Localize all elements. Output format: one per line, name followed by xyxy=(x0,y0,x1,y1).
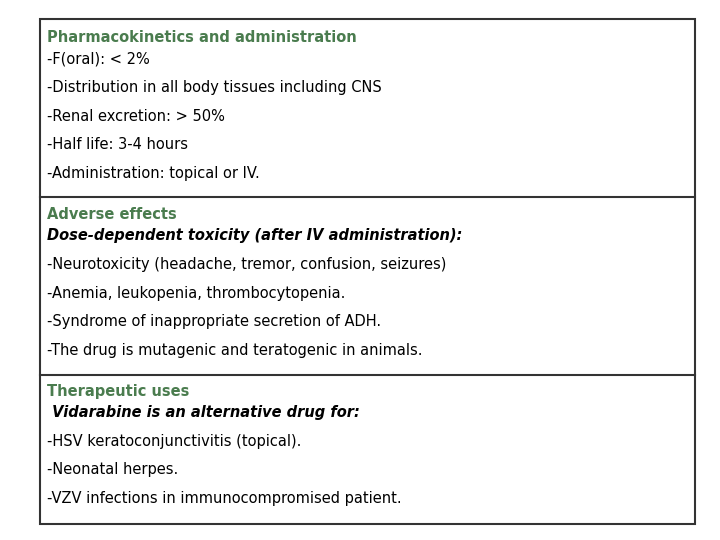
Text: -Administration: topical or IV.: -Administration: topical or IV. xyxy=(47,166,259,181)
Text: -VZV infections in immunocompromised patient.: -VZV infections in immunocompromised pat… xyxy=(47,491,402,506)
Text: Pharmacokinetics and administration: Pharmacokinetics and administration xyxy=(47,30,356,45)
Text: -Neurotoxicity (headache, tremor, confusion, seizures): -Neurotoxicity (headache, tremor, confus… xyxy=(47,257,446,272)
Text: -F(oral): < 2%: -F(oral): < 2% xyxy=(47,51,150,66)
Text: -Syndrome of inappropriate secretion of ADH.: -Syndrome of inappropriate secretion of … xyxy=(47,314,381,329)
Text: -Anemia, leukopenia, thrombocytopenia.: -Anemia, leukopenia, thrombocytopenia. xyxy=(47,286,345,301)
Text: -Neonatal herpes.: -Neonatal herpes. xyxy=(47,462,178,477)
Text: Vidarabine is an alternative drug for:: Vidarabine is an alternative drug for: xyxy=(47,405,360,420)
Text: -The drug is mutagenic and teratogenic in animals.: -The drug is mutagenic and teratogenic i… xyxy=(47,343,423,358)
Text: -HSV keratoconjunctivitis (topical).: -HSV keratoconjunctivitis (topical). xyxy=(47,434,301,449)
Text: -Renal excretion: > 50%: -Renal excretion: > 50% xyxy=(47,109,225,124)
Text: Adverse effects: Adverse effects xyxy=(47,207,176,222)
Text: Therapeutic uses: Therapeutic uses xyxy=(47,384,189,400)
Text: -Distribution in all body tissues including CNS: -Distribution in all body tissues includ… xyxy=(47,80,382,95)
Text: -Half life: 3-4 hours: -Half life: 3-4 hours xyxy=(47,137,188,152)
Text: Dose-dependent toxicity (after IV administration):: Dose-dependent toxicity (after IV admini… xyxy=(47,228,462,244)
